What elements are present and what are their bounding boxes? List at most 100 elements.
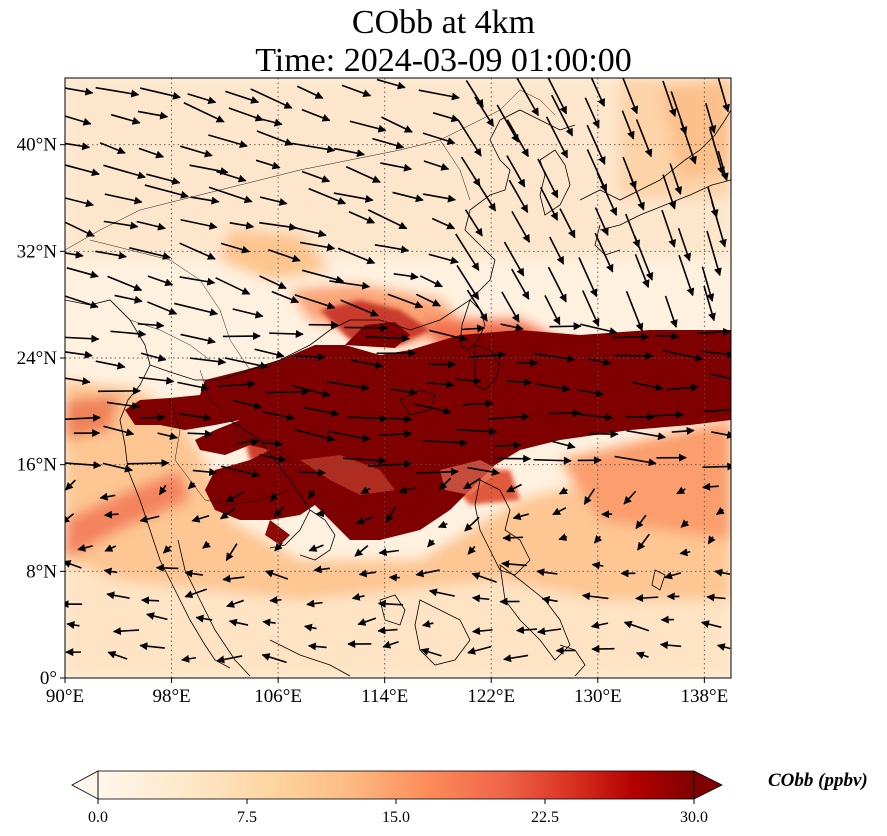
wind-vector (137, 321, 165, 330)
wind-vector (428, 588, 455, 597)
wind-vector (177, 381, 210, 392)
wind-vector (263, 411, 296, 422)
wind-vector (584, 97, 600, 129)
wind-vector (669, 163, 683, 195)
title-line1: CObb at 4km (351, 4, 536, 41)
wind-vector (415, 569, 440, 578)
wind-vector (541, 595, 558, 604)
wind-vector (65, 461, 102, 470)
wind-vector (463, 477, 481, 490)
wind-vector (66, 621, 80, 629)
wind-vector (326, 380, 370, 392)
wind-vector (378, 429, 413, 438)
wind-vector (377, 599, 404, 608)
wind-vector (140, 352, 167, 362)
wind-vector (473, 176, 497, 212)
wind-vector (471, 594, 490, 603)
wind-vector (95, 250, 127, 260)
wind-vector (549, 236, 565, 265)
wind-vector (702, 462, 731, 471)
wind-vector (139, 515, 160, 524)
wind-vector (107, 650, 128, 660)
wind-vector (591, 561, 604, 570)
wind-vector (534, 353, 576, 363)
wind-vector (269, 329, 304, 338)
wind-vector (308, 544, 324, 552)
wind-vector (155, 563, 179, 572)
wind-vector (255, 159, 281, 170)
wind-vector (65, 221, 95, 237)
wind-vector (381, 116, 413, 133)
wind-vector (126, 459, 170, 468)
wind-vector (594, 232, 614, 273)
longitude-axis: 90°E 98°E 106°E 114°E 122°E 130°E 138°E (46, 678, 728, 707)
wind-vector (351, 359, 384, 369)
wind-vector (367, 209, 408, 230)
wind-vector (696, 327, 731, 336)
wind-vector (586, 124, 606, 165)
wind-vector (702, 482, 719, 491)
wind-vector (341, 84, 372, 97)
wind-vector (301, 108, 331, 122)
wind-vector (349, 120, 387, 133)
wind-vector (104, 193, 143, 205)
wind-vector (398, 486, 416, 495)
wind-vector (700, 620, 722, 629)
wind-vector (158, 484, 167, 496)
wind-vector (65, 513, 75, 524)
wind-vector (378, 548, 399, 557)
wind-vector (237, 438, 260, 447)
wind-vector (99, 492, 116, 501)
wind-vector (187, 93, 217, 105)
wind-vector (677, 228, 692, 262)
wind-vector (195, 614, 213, 623)
wind-vector (333, 192, 374, 203)
wind-vector (208, 186, 253, 204)
wind-vector (337, 247, 376, 265)
wind-vector (65, 413, 101, 422)
wind-vector (183, 102, 225, 123)
wind-vector (65, 164, 100, 177)
wind-vectors (65, 78, 731, 664)
wind-vector (226, 599, 244, 608)
wind-vector (612, 332, 650, 341)
wind-vector (593, 534, 603, 544)
wind-vector (505, 378, 533, 387)
wind-vector (536, 568, 558, 577)
wind-vector (65, 142, 91, 151)
wind-vector (313, 565, 330, 574)
wind-vector (345, 166, 381, 183)
wind-vector (662, 349, 704, 362)
map-title: CObb at 4km Time: 2024-03-09 01:00:00 (0, 4, 887, 80)
wind-vector (559, 208, 576, 239)
wind-vector (220, 242, 251, 254)
wind-vector (551, 94, 574, 137)
x-tick-label: 122°E (467, 686, 515, 707)
wind-vector (273, 506, 285, 518)
wind-vector (659, 641, 682, 650)
wind-vector (232, 399, 263, 410)
wind-vector (506, 483, 522, 493)
wind-vector (225, 543, 238, 562)
wind-vector (229, 221, 255, 230)
wind-vector (423, 438, 468, 447)
wind-vector (65, 560, 82, 569)
wind-vector (581, 592, 609, 601)
colorbar-tick-label: 7.5 (237, 809, 257, 826)
wind-vector (294, 353, 326, 362)
wind-vector (390, 388, 418, 397)
wind-vector (138, 147, 165, 159)
wind-vector (626, 429, 667, 441)
wind-vector (264, 569, 289, 580)
wind-vector (374, 243, 410, 254)
wind-vector (634, 254, 650, 289)
wind-vector (456, 427, 498, 436)
wind-vector (545, 116, 569, 159)
wind-vector (298, 468, 326, 477)
wind-vector (471, 572, 497, 583)
wind-vector (583, 488, 596, 505)
wind-vector (535, 382, 571, 393)
gridlines (65, 78, 731, 678)
x-tick-label: 114°E (361, 686, 408, 707)
wind-vector (102, 462, 133, 473)
